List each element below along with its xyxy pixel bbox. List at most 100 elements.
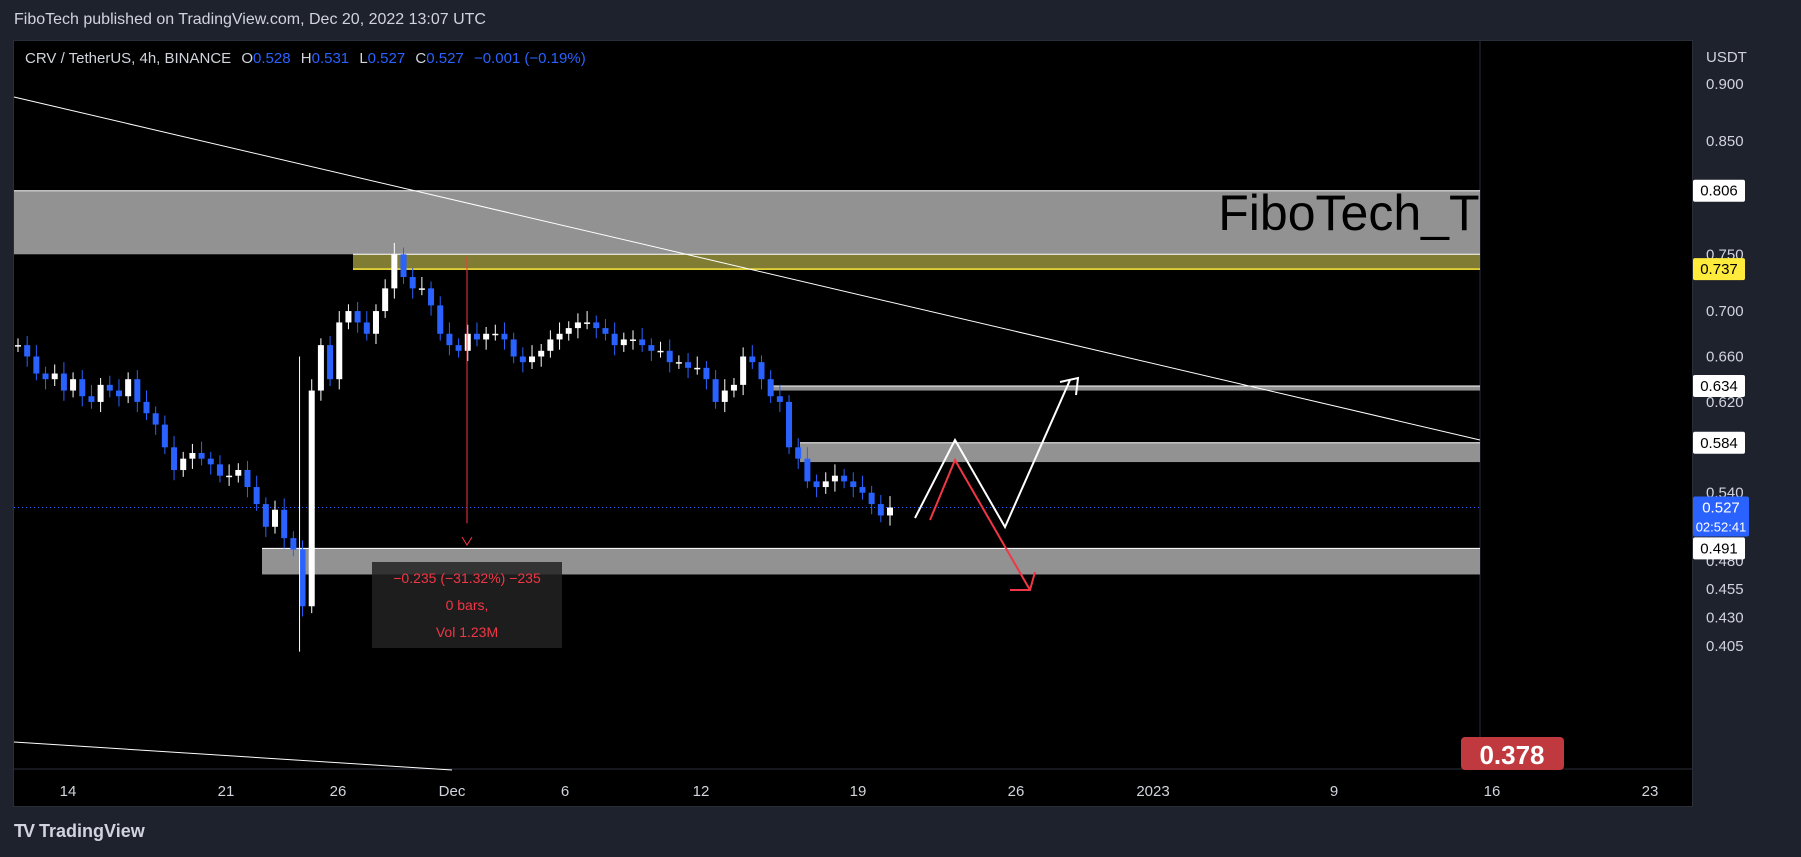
candle-body-72 bbox=[675, 362, 682, 364]
candle-body-18 bbox=[180, 458, 187, 471]
price-label-box-2[interactable] bbox=[1693, 375, 1745, 398]
candle-body-61 bbox=[574, 322, 581, 329]
price-label-3: 0.584 bbox=[1700, 435, 1738, 452]
candle-body-79 bbox=[740, 356, 747, 385]
price-label-0: 0.806 bbox=[1700, 183, 1738, 200]
candle-body-30 bbox=[290, 538, 297, 550]
candle-body-8 bbox=[88, 396, 95, 402]
candle-body-49 bbox=[464, 333, 471, 351]
fib-badge[interactable] bbox=[1461, 737, 1564, 770]
candle-body-71 bbox=[666, 350, 673, 363]
candle-body-17 bbox=[171, 447, 178, 471]
candle-body-65 bbox=[611, 333, 618, 346]
y-tick-5: 0.620 bbox=[1706, 394, 1744, 411]
bearish-arrowhead bbox=[1010, 571, 1036, 591]
tradingview-brand[interactable]: TV TradingView bbox=[14, 821, 145, 842]
candle-body-37 bbox=[354, 311, 361, 323]
candle-body-7 bbox=[79, 379, 86, 397]
candle-body-74 bbox=[694, 367, 701, 370]
y-tick-0: 0.900 bbox=[1706, 76, 1744, 93]
measure-arrowhead bbox=[461, 536, 473, 546]
change-value: −0.001 (−0.19%) bbox=[473, 50, 586, 67]
candle-body-32 bbox=[308, 390, 315, 607]
candle-body-64 bbox=[602, 328, 609, 334]
x-tick-6: 19 bbox=[850, 783, 867, 800]
price-label-box-3[interactable] bbox=[1693, 431, 1745, 454]
candle-body-46 bbox=[437, 305, 444, 334]
candle-body-40 bbox=[382, 288, 389, 312]
low-value: 0.527 bbox=[367, 50, 406, 67]
candle-body-94 bbox=[877, 504, 884, 516]
candle-body-73 bbox=[685, 362, 692, 368]
candle-body-66 bbox=[620, 339, 627, 346]
candle-body-12 bbox=[125, 379, 132, 397]
candle-body-76 bbox=[712, 379, 719, 402]
candle-body-10 bbox=[106, 384, 113, 391]
x-tick-9: 9 bbox=[1330, 783, 1338, 800]
candle-body-44 bbox=[418, 288, 425, 290]
symbol-name[interactable]: CRV / TetherUS, 4h, BINANCE bbox=[25, 50, 232, 67]
candle-body-0 bbox=[15, 345, 21, 347]
zone-1 bbox=[353, 254, 1480, 270]
candle-body-48 bbox=[455, 345, 462, 351]
open-label: O bbox=[241, 50, 254, 67]
high-label: H bbox=[300, 50, 312, 67]
candle-body-54 bbox=[510, 339, 517, 357]
candle-body-52 bbox=[492, 333, 499, 336]
y-tick-9: 0.430 bbox=[1706, 610, 1744, 627]
watermark-text: FiboTech_Trade bbox=[1218, 185, 1577, 241]
price-label-1: 0.737 bbox=[1700, 261, 1738, 278]
zone-2 bbox=[772, 386, 1480, 391]
candle-body-91 bbox=[850, 481, 857, 488]
measure-line3: Vol 1.23M bbox=[436, 624, 498, 640]
chart-frame[interactable] bbox=[13, 40, 1693, 807]
candle-body-36 bbox=[345, 311, 352, 323]
candle-body-67 bbox=[629, 339, 636, 341]
candle-body-31 bbox=[299, 549, 306, 607]
candle-body-11 bbox=[115, 390, 122, 397]
price-label-4: 0.491 bbox=[1700, 540, 1738, 557]
candle-body-84 bbox=[786, 401, 793, 448]
candle-body-4 bbox=[51, 373, 58, 380]
high-value: 0.531 bbox=[311, 50, 350, 67]
candle-body-27 bbox=[262, 504, 269, 527]
x-tick-2: 26 bbox=[330, 783, 347, 800]
candle-body-16 bbox=[161, 424, 168, 448]
candle-body-53 bbox=[501, 333, 508, 340]
lower-trendline bbox=[13, 741, 453, 771]
candle-body-78 bbox=[730, 384, 737, 391]
publisher-text: FiboTech published on TradingView.com, D… bbox=[14, 11, 486, 28]
x-tick-10: 16 bbox=[1484, 783, 1501, 800]
candle-body-33 bbox=[317, 345, 324, 391]
candle-body-92 bbox=[859, 487, 866, 493]
x-tick-1: 21 bbox=[218, 783, 235, 800]
candle-body-35 bbox=[336, 322, 343, 380]
low-label: L bbox=[359, 50, 368, 67]
candle-body-38 bbox=[363, 322, 370, 334]
candle-body-24 bbox=[235, 470, 242, 476]
price-label-box-0[interactable] bbox=[1693, 179, 1745, 202]
candle-body-41 bbox=[391, 254, 398, 289]
candle-body-6 bbox=[70, 379, 77, 391]
candle-body-42 bbox=[400, 254, 407, 278]
candle-body-20 bbox=[198, 452, 205, 459]
candle-body-21 bbox=[207, 458, 214, 465]
descending-trendline bbox=[13, 96, 1481, 441]
candle-body-58 bbox=[547, 339, 554, 351]
zone-3 bbox=[800, 442, 1480, 463]
price-label-box-1[interactable] bbox=[1693, 258, 1745, 281]
current-price-badge[interactable] bbox=[1693, 496, 1749, 537]
x-tick-11: 23 bbox=[1642, 783, 1659, 800]
candle-body-51 bbox=[483, 333, 490, 340]
candle-body-56 bbox=[529, 356, 536, 363]
candle-body-87 bbox=[813, 481, 820, 488]
candle-body-34 bbox=[327, 345, 334, 380]
y-tick-4: 0.660 bbox=[1706, 348, 1744, 365]
candle-body-29 bbox=[281, 509, 288, 539]
candle-body-5 bbox=[60, 373, 67, 391]
candle-body-3 bbox=[42, 373, 49, 380]
x-tick-0: 14 bbox=[60, 783, 77, 800]
candle-body-43 bbox=[409, 277, 416, 289]
price-label-box-4[interactable] bbox=[1693, 537, 1745, 560]
